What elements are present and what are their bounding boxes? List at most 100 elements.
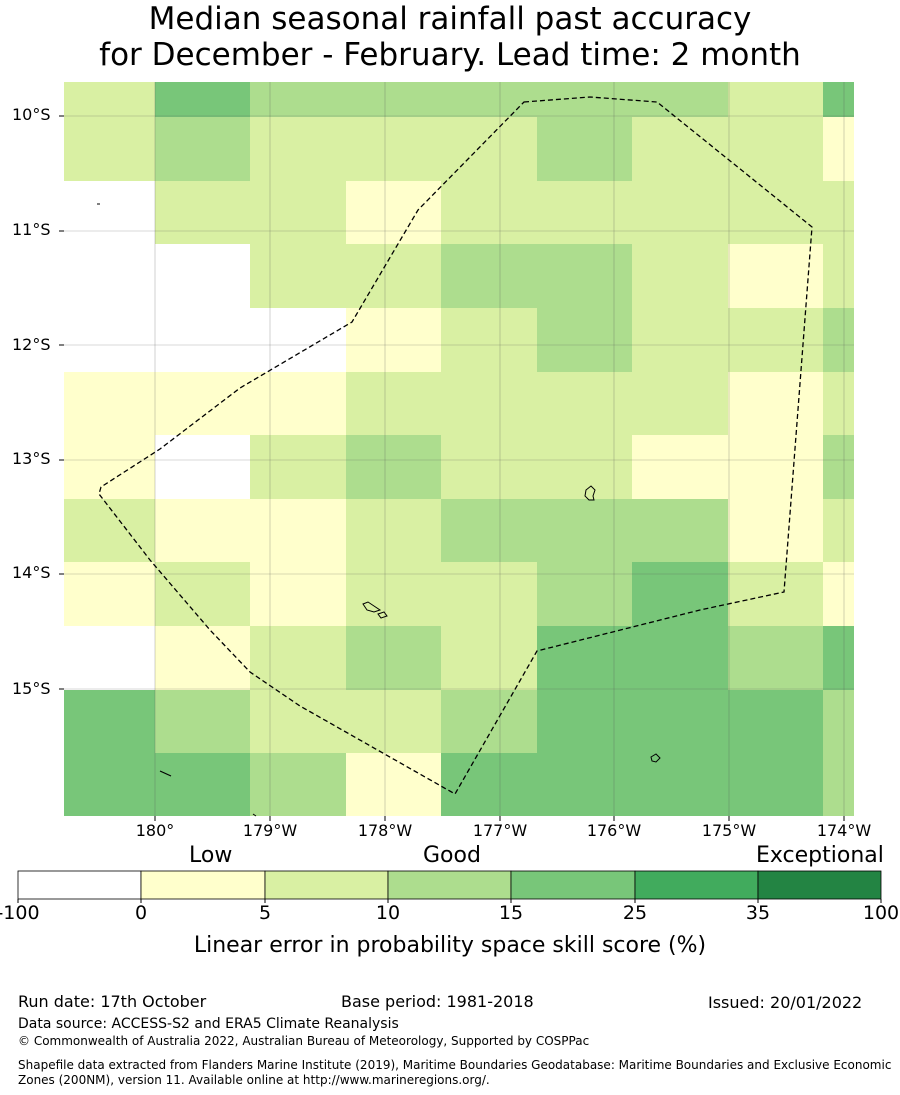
skill-cell: [823, 562, 854, 626]
longitude-label: 176°W: [586, 821, 642, 840]
skill-cell: [250, 117, 346, 181]
colorbar-tick-label: 100: [862, 902, 900, 924]
skill-cell: [155, 690, 250, 753]
copyright-notice: © Commonwealth of Australia 2022, Austra…: [18, 1034, 590, 1048]
skill-cell: [728, 435, 823, 499]
skill-cell: [346, 690, 441, 753]
skill-cell: [250, 499, 346, 562]
longitude-label: 180°: [135, 821, 175, 840]
skill-cell: [823, 372, 854, 435]
longitude-label: 175°W: [701, 821, 757, 840]
skill-cell: [155, 435, 250, 499]
skill-cell: [346, 308, 441, 372]
skill-cell: [250, 753, 346, 816]
skill-cell: [250, 372, 346, 435]
colorbar-axis-label: Linear error in probability space skill …: [193, 933, 707, 958]
skill-cell: [155, 244, 250, 308]
colorbar-segment: [634, 870, 759, 900]
islands: [97, 203, 661, 817]
skill-cell: [632, 499, 728, 562]
skill-cell: [537, 562, 632, 626]
colorbar-segment: [387, 870, 512, 900]
skill-cell: [155, 181, 250, 244]
shapefile-credit-line-1: Shapefile data extracted from Flanders M…: [18, 1058, 892, 1072]
skill-cell: [155, 117, 250, 181]
shapefile-credit-line-2: Zones (200NM), version 11. Available onl…: [18, 1073, 490, 1087]
longitude-label: 177°W: [472, 821, 528, 840]
skill-cell: [441, 435, 537, 499]
skill-cell: [250, 562, 346, 626]
skill-cell: [632, 626, 728, 690]
skill-cell: [250, 308, 346, 372]
colorbar-segment: [140, 870, 266, 900]
colorbar-segment: [264, 870, 389, 900]
skill-grid: [64, 82, 854, 816]
skill-cell: [64, 82, 155, 117]
colorbar: [17, 870, 882, 903]
colorbar-tick-label: 25: [622, 902, 648, 924]
skill-cell: [441, 308, 537, 372]
island-outline: [159, 770, 172, 777]
skill-cell: [441, 626, 537, 690]
skill-cell: [823, 753, 854, 816]
skill-cell: [728, 117, 823, 181]
skill-cell: [64, 753, 155, 816]
category-label-exceptional: Exceptional: [756, 843, 884, 868]
latitude-label: 12°S: [12, 335, 51, 354]
skill-cell: [346, 626, 441, 690]
skill-cell: [64, 117, 155, 181]
issued-date: Issued: 20/01/2022: [708, 993, 863, 1012]
skill-cell: [155, 372, 250, 435]
skill-cell: [346, 753, 441, 816]
skill-cell: [728, 499, 823, 562]
skill-cell: [537, 626, 632, 690]
skill-cell: [250, 690, 346, 753]
skill-cell: [632, 753, 728, 816]
latitude-label: 11°S: [12, 220, 51, 239]
skill-cell: [250, 435, 346, 499]
longitude-label: 179°W: [242, 821, 298, 840]
skill-cell: [346, 372, 441, 435]
skill-cell: [537, 372, 632, 435]
map-title-line-1: Median seasonal rainfall past accuracy: [148, 1, 752, 37]
category-label-good: Good: [423, 843, 481, 868]
skill-cell: [155, 562, 250, 626]
skill-cell: [632, 117, 728, 181]
skill-cell: [823, 690, 854, 753]
data-source: Data source: ACCESS-S2 and ERA5 Climate …: [18, 1016, 399, 1032]
island-outline: [584, 485, 596, 501]
skill-cell: [64, 244, 155, 308]
skill-cell: [632, 690, 728, 753]
island-outline: [377, 611, 388, 619]
skill-cell: [823, 626, 854, 690]
skill-cell: [346, 82, 441, 117]
skill-cell: [823, 308, 854, 372]
skill-cell: [441, 181, 537, 244]
skill-cell: [441, 244, 537, 308]
axis-ticks: [59, 115, 845, 821]
skill-cell: [823, 499, 854, 562]
skill-cell: [250, 626, 346, 690]
skill-cell: [155, 308, 250, 372]
skill-cell: [64, 435, 155, 499]
island-outline: [650, 753, 661, 763]
skill-cell: [441, 82, 537, 117]
skill-cell: [632, 308, 728, 372]
latitude-label: 15°S: [12, 679, 51, 698]
skill-cell: [728, 690, 823, 753]
skill-cell: [632, 435, 728, 499]
colorbar-tick-label: -100: [0, 902, 40, 924]
skill-cell: [250, 244, 346, 308]
colorbar-tick-label: 15: [498, 902, 524, 924]
skill-cell: [537, 753, 632, 816]
colorbar-segment: [17, 870, 142, 900]
skill-cell: [155, 82, 250, 117]
skill-cell: [346, 181, 441, 244]
skill-cell: [250, 82, 346, 117]
colorbar-tick-label: 35: [745, 902, 771, 924]
colorbar-tick-label: 5: [258, 902, 272, 924]
skill-cell: [537, 181, 632, 244]
map-title-line-2: for December - February. Lead time: 2 mo…: [99, 37, 801, 73]
skill-cell: [64, 690, 155, 753]
